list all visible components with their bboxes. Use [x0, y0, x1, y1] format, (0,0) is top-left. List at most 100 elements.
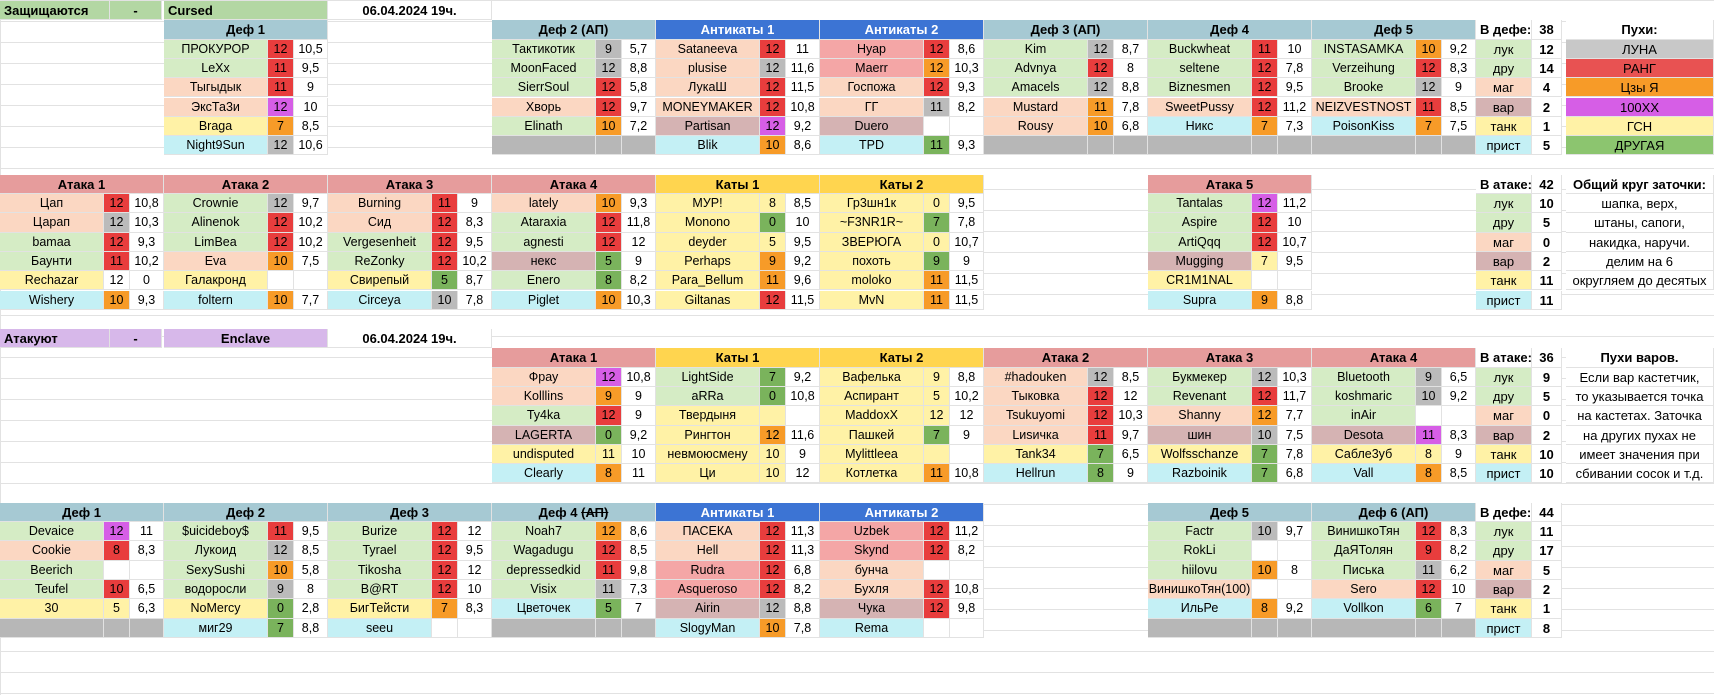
player-name[interactable]: MaddoxX: [820, 406, 924, 426]
player-name[interactable]: ArtiQqq: [1148, 232, 1252, 252]
stats-total[interactable]: 36: [1532, 348, 1562, 368]
sharpen-value[interactable]: 10,8: [950, 580, 984, 600]
player-name[interactable]: Аспирант: [820, 387, 924, 407]
weapon-level[interactable]: 7: [1088, 444, 1114, 465]
weapon-level[interactable]: 8: [596, 464, 622, 484]
player-name[interactable]: INSTASAMKA: [1312, 39, 1416, 59]
weapon-level[interactable]: 8: [760, 194, 786, 214]
stats-count[interactable]: 17: [1532, 541, 1562, 561]
sharpen-value[interactable]: 9: [786, 444, 820, 465]
weapon-level[interactable]: 12: [268, 213, 294, 233]
player-name[interactable]: Night9Sun: [164, 136, 268, 156]
weapon-level[interactable]: 8: [104, 541, 130, 561]
weapon-level[interactable]: 12: [268, 541, 294, 561]
sharpen-value[interactable]: 10,3: [950, 58, 984, 79]
block-title[interactable]: Деф 2: [164, 502, 328, 523]
sharpen-value[interactable]: [622, 618, 656, 638]
player-name[interactable]: agnesti: [492, 232, 596, 252]
player-name[interactable]: Para_Bellum: [656, 271, 760, 291]
sharpen-value[interactable]: 10: [1442, 580, 1476, 600]
player-name[interactable]: Visix: [492, 580, 596, 600]
player-name[interactable]: Тыгыдык: [164, 78, 268, 98]
stats-class[interactable]: дру: [1476, 58, 1532, 79]
player-name[interactable]: Ataraxia: [492, 213, 596, 233]
stats-count[interactable]: 2: [1532, 97, 1562, 117]
weapon-level[interactable]: 12: [760, 58, 786, 79]
player-name[interactable]: TPD: [820, 136, 924, 156]
player-name[interactable]: Твердыня: [656, 406, 760, 426]
sharpen-value[interactable]: 12: [786, 464, 820, 484]
weapon-level[interactable]: 12: [1252, 213, 1278, 233]
player-name[interactable]: Partisan: [656, 116, 760, 137]
sharpen-value[interactable]: 11: [622, 464, 656, 484]
weapon-level[interactable]: 12: [596, 522, 622, 542]
weapon-level[interactable]: 11: [924, 136, 950, 156]
weapon-level[interactable]: 12: [760, 560, 786, 580]
player-name[interactable]: Wishery: [0, 290, 104, 310]
weapon-level[interactable]: 12: [268, 194, 294, 214]
weapon-level[interactable]: 12: [1252, 406, 1278, 426]
sharpen-value[interactable]: 9: [622, 251, 656, 272]
player-name[interactable]: ДаЯТолян: [1312, 541, 1416, 561]
stats-count[interactable]: 5: [1532, 560, 1562, 580]
weapon-level[interactable]: 12: [268, 39, 294, 59]
weapon-level[interactable]: 5: [596, 251, 622, 272]
block-title[interactable]: Деф 5: [1148, 502, 1312, 523]
stats-class[interactable]: маг: [1476, 406, 1532, 426]
sharpen-value[interactable]: 8,6: [786, 136, 820, 156]
player-name[interactable]: Supra: [1148, 290, 1252, 310]
player-name[interactable]: Писька: [1312, 560, 1416, 580]
player-name[interactable]: [1148, 618, 1252, 638]
sharpen-value[interactable]: 8,3: [1442, 522, 1476, 542]
player-name[interactable]: Wagadugu: [492, 541, 596, 561]
player-name[interactable]: Sero: [1312, 580, 1416, 600]
weapon-level[interactable]: [104, 618, 130, 638]
weapon-level[interactable]: 12: [596, 97, 622, 117]
sharpen-value[interactable]: 10: [1278, 213, 1312, 233]
sharpen-value[interactable]: [130, 618, 164, 638]
sharpen-value[interactable]: 7: [622, 599, 656, 619]
sharpen-value[interactable]: 11,3: [786, 541, 820, 561]
player-name[interactable]: ~F3NR1R~: [820, 213, 924, 233]
weapon-level[interactable]: 11: [760, 271, 786, 291]
player-name[interactable]: Rudra: [656, 560, 760, 580]
weapon-level[interactable]: 11: [104, 251, 130, 272]
player-name[interactable]: Airin: [656, 599, 760, 619]
sharpen-value[interactable]: [1114, 136, 1148, 156]
weapon-level[interactable]: 5: [596, 599, 622, 619]
sharpen-value[interactable]: 8,6: [950, 39, 984, 59]
sharpen-value[interactable]: 12: [1114, 387, 1148, 407]
player-name[interactable]: seltene: [1148, 58, 1252, 79]
player-name[interactable]: LimBea: [164, 232, 268, 252]
note-line[interactable]: Если вар кастетчик,: [1566, 367, 1714, 387]
player-name[interactable]: Duero: [820, 116, 924, 137]
weapon-level[interactable]: 11: [924, 271, 950, 291]
weapon-level[interactable]: 12: [432, 251, 458, 272]
weapon-level[interactable]: 12: [432, 522, 458, 542]
weapon-level[interactable]: 11: [924, 464, 950, 484]
sharpen-value[interactable]: 9,7: [294, 194, 328, 214]
player-name[interactable]: Desota: [1312, 425, 1416, 445]
player-name[interactable]: Alinenok: [164, 213, 268, 233]
weapon-level[interactable]: 5: [924, 387, 950, 407]
weapon-level[interactable]: 0: [760, 387, 786, 407]
sharpen-value[interactable]: 9,3: [950, 78, 984, 98]
sharpen-value[interactable]: 10,8: [622, 367, 656, 387]
player-name[interactable]: Brooke: [1312, 78, 1416, 98]
player-name[interactable]: Rousy: [984, 116, 1088, 137]
weapon-level[interactable]: 9: [268, 580, 294, 600]
sharpen-value[interactable]: 9,3: [130, 232, 164, 252]
sharpen-value[interactable]: 11,3: [786, 522, 820, 542]
weapon-level[interactable]: 12: [760, 78, 786, 98]
weapon-level[interactable]: 12: [432, 541, 458, 561]
sharpen-value[interactable]: [1278, 580, 1312, 600]
weapon-level[interactable]: 12: [1416, 522, 1442, 542]
player-name[interactable]: некс: [492, 251, 596, 272]
player-name[interactable]: Чука: [820, 599, 924, 619]
weapon-level[interactable]: 10: [760, 136, 786, 156]
weapon-level[interactable]: 12: [760, 116, 786, 137]
block-title[interactable]: Атака 4: [492, 174, 656, 194]
sharpen-value[interactable]: 10,8: [950, 464, 984, 484]
weapon-level[interactable]: [1416, 406, 1442, 426]
weapon-level[interactable]: 11: [268, 58, 294, 79]
